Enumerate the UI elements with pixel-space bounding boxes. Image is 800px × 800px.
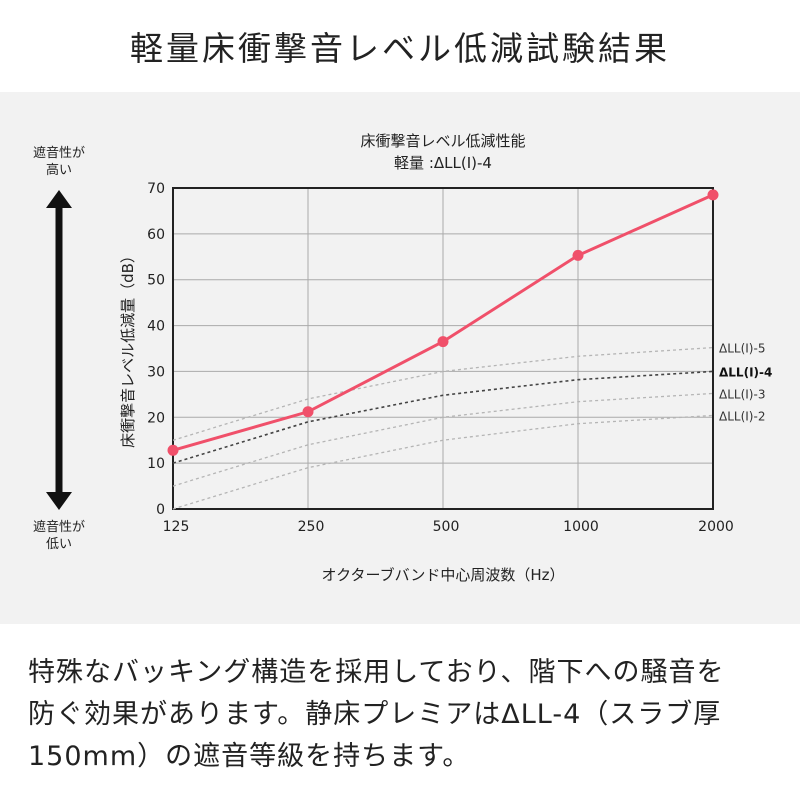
chart-title: 床衝撃音レベル低減性能 xyxy=(360,132,525,150)
y-tick-label: 70 xyxy=(147,181,165,197)
plot-frame xyxy=(172,187,714,510)
page-title: 軽量床衝撃音レベル低減試験結果 xyxy=(130,29,670,68)
data-point xyxy=(437,336,449,348)
arrow-up-icon xyxy=(46,190,72,208)
y-tick-label: 50 xyxy=(147,273,165,289)
description-line: 特殊なバッキング構造を採用しており、階下への騒音を xyxy=(28,657,725,688)
reference-curve xyxy=(172,414,714,510)
description-line: 150mm）の遮音等級を持ちます。 xyxy=(28,741,471,772)
x-tick-label: 500 xyxy=(433,519,460,535)
x-tick-label: 250 xyxy=(298,519,325,535)
x-tick-label: 2000 xyxy=(698,519,734,535)
reference-curve xyxy=(172,370,714,464)
reference-curve xyxy=(172,346,714,441)
y-axis-label: 床衝撃音レベル低減量（dB） xyxy=(119,248,137,448)
x-axis-label: オクターブバンド中心周波数（Hz） xyxy=(321,566,564,584)
description-line: 防ぐ効果があります。静床プレミアはΔLL-4（スラブ厚 xyxy=(28,699,722,730)
y-tick-label: 10 xyxy=(147,456,165,472)
description: 特殊なバッキング構造を採用しており、階下への騒音を 防ぐ効果があります。静床プレ… xyxy=(28,652,788,778)
reference-curve-label: ΔLL(I)-3 xyxy=(719,387,765,401)
reference-curve-label: ΔLL(I)-2 xyxy=(719,409,765,423)
data-point xyxy=(572,249,584,261)
reference-curve xyxy=(172,392,714,487)
data-point xyxy=(167,444,179,456)
bottom-label: 遮音性が xyxy=(33,519,85,535)
arrow-down-icon xyxy=(46,492,72,510)
data-point xyxy=(707,189,719,201)
reference-curve-label: ΔLL(I)-5 xyxy=(719,342,765,356)
y-tick-label: 20 xyxy=(147,410,165,426)
bottom-label: 低い xyxy=(46,537,72,552)
data-point xyxy=(302,406,314,418)
y-tick-label: 40 xyxy=(147,319,165,335)
y-tick-label: 30 xyxy=(147,364,165,380)
chart-subtitle: 軽量 :ΔLL(Ⅰ)-4 xyxy=(394,154,492,172)
reference-curve-label: ΔLL(I)-4 xyxy=(719,365,772,379)
y-tick-label: 0 xyxy=(156,502,165,518)
y-tick-label: 60 xyxy=(147,227,165,243)
x-tick-label: 125 xyxy=(163,519,190,535)
top-label: 遮音性が xyxy=(33,145,85,161)
x-tick-label: 1000 xyxy=(563,519,599,535)
top-label: 高い xyxy=(46,162,72,178)
